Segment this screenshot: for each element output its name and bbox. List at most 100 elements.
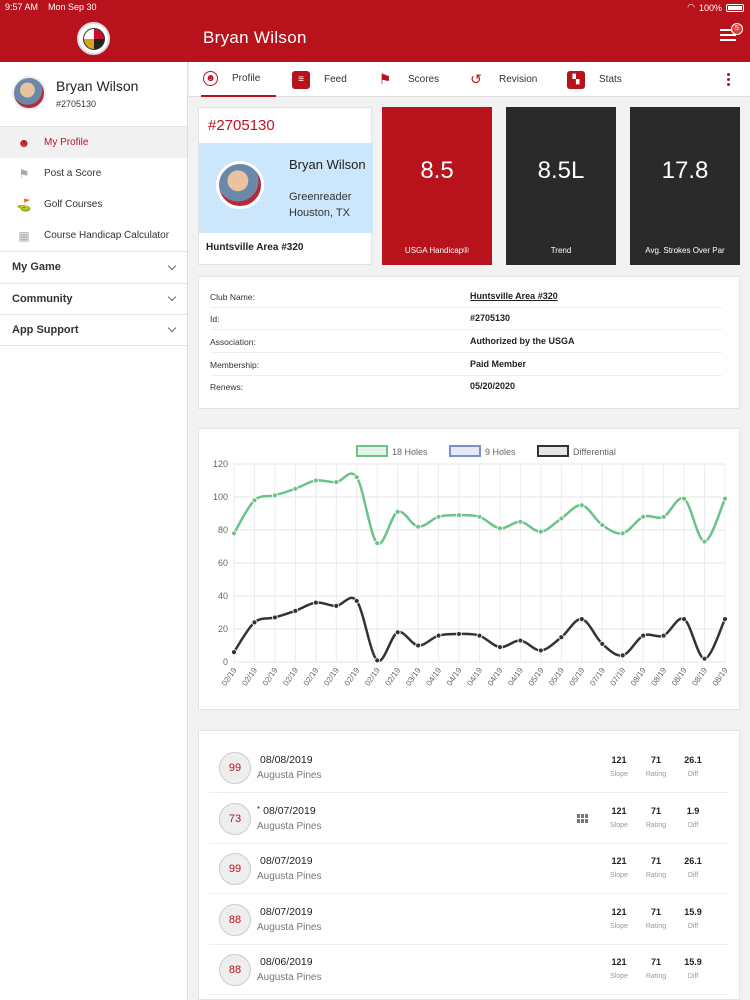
chevron-down-icon [167,261,177,270]
sidebar-profile[interactable]: Bryan Wilson #2705130 [0,62,187,127]
data-point [681,616,687,623]
score-diff: 1.9 Diff [686,805,700,829]
score-rating: 71 Rating [645,805,667,829]
score-row[interactable]: 99 08/08/2019 Augusta Pines 121 Slope 71 Ratin… [209,743,729,793]
x-tick-label: 04/19 [465,666,484,688]
data-point [312,477,319,484]
score-row[interactable]: 73 * 08/07/2019 Augusta Pines 121 Slope 71 Rati… [209,794,729,844]
data-point [517,518,524,525]
stat-avg-strokes-over-par[interactable]: 17.8 Avg. Strokes Over Par [630,107,740,265]
score-history-chart-card: 0 20 40 60 80 100 120 02/19 02/19 02/19 02/19 02/19… [198,428,740,710]
sidebar-item-label: My Profile [44,137,89,148]
data-point [619,530,626,537]
detail-row-id: Id: #2705130 [210,308,722,330]
score-date: * 08/07/2019 [257,804,316,817]
score-row[interactable]: 88 08/06/2019 Augusta Pines 121 Slope 71 Ratin… [209,945,729,995]
stat-usga-handicap[interactable]: 8.5 USGA Handicap® [382,107,492,265]
sidebar-item-post-score[interactable]: ⚑ Post a Score [0,158,187,189]
x-tick-label: 02/19 [363,666,382,688]
recent-scores-list: 99 08/08/2019 Augusta Pines 121 Slope 71 Ratin… [198,730,740,1000]
status-time: 9:57 AM [5,2,39,12]
hole-by-hole-grid-icon[interactable] [577,813,589,823]
stat-value: 17.8 [661,157,709,184]
x-tick-label: 08/19 [649,666,668,688]
stat-trend[interactable]: 8.5L Trend [506,107,616,265]
stat-value: 8.5L [537,157,585,184]
sidebar-group-my-game[interactable]: My Game [0,251,187,283]
membership-details: Club Name: Huntsville Area #320 Id: #270… [198,276,740,409]
data-point [517,637,524,644]
battery-percent: 100% [698,2,722,13]
score-bubble: 88 [219,954,251,986]
profile-city: Houston, TX [289,207,350,219]
data-point [558,634,565,641]
tab-stats[interactable]: ▚ Stats [567,62,622,97]
data-point [681,495,687,502]
data-point [415,523,422,530]
score-diff: 15.9 Diff [684,906,702,930]
score-row[interactable]: 99 08/07/2019 Augusta Pines 121 Slope 71 Ratin… [209,844,729,894]
data-point [537,528,544,535]
profile-club: Huntsville Area #320 [206,242,304,253]
data-point [272,614,278,621]
more-options-icon[interactable] [727,73,730,88]
score-rating: 71 Rating [645,957,667,980]
y-tick-label: 60 [218,558,228,568]
score-row[interactable]: 88 08/07/2019 Augusta Pines 121 Slope 71 Ratin… [209,895,729,945]
x-tick-label: 02/19 [322,666,341,688]
sidebar-group-community[interactable]: Community [0,282,187,315]
tab-profile[interactable]: ☻ Profile [201,62,276,97]
association-logo[interactable] [77,22,110,55]
data-point [619,652,626,659]
tab-revision[interactable]: ↺ Revision [467,62,537,97]
data-point [394,508,401,515]
y-tick-label: 20 [218,624,228,634]
data-point [456,631,462,637]
data-point [578,502,585,509]
tab-scores[interactable]: ⚑ Scores [376,62,439,97]
calculator-icon: ▦ [18,228,30,243]
chevron-down-icon [167,324,177,333]
score-slope: 121 Slope [610,957,628,980]
data-point [374,657,381,664]
tab-feed[interactable]: ≡ Feed [292,62,347,97]
page-title: Bryan Wilson [203,28,307,47]
data-point [660,632,667,639]
sidebar-item-golf-courses[interactable]: ⛳ Golf Courses [0,189,187,220]
x-tick-label: 04/19 [506,666,525,688]
data-point [701,538,708,545]
x-tick-label: 02/19 [220,666,239,688]
ghin-number: #2705130 [208,117,275,134]
profile-icon: ☻ [17,135,31,150]
sidebar-group-app-support[interactable]: App Support [0,314,187,346]
data-point [251,619,258,626]
legend-label: 9 Holes [485,447,516,457]
score-course: Augusta Pines [257,820,322,832]
score-star: * [257,804,261,814]
data-point [476,632,483,639]
detail-row-association: Association: Authorized by the USGA [210,331,722,353]
profile-name: Bryan Wilson [289,157,366,172]
sidebar-item-label: Post a Score [44,168,102,179]
data-point [231,649,237,656]
score-slope: 121 Slope [610,805,628,829]
stats-icon: ▚ [567,70,585,89]
data-point [722,495,728,502]
legend-label: Differential [573,447,616,457]
data-point [312,599,319,606]
score-bubble: 88 [219,903,251,936]
data-point [333,479,340,486]
club-name-link[interactable]: Huntsville Area #320 [470,291,558,301]
sidebar-item-my-profile[interactable]: ☻ My Profile [0,127,187,158]
x-tick-label: 07/19 [608,666,627,688]
notification-badge: 5 [731,23,743,35]
detail-row-club-name: Club Name: Huntsville Area #320 [210,286,722,308]
x-tick-label: 08/19 [670,666,689,688]
hamburger-menu-icon[interactable] [720,29,736,43]
legend-swatch [356,445,388,457]
data-point [251,497,258,504]
sidebar-item-handicap-calculator[interactable]: ▦ Course Handicap Calculator [0,220,187,251]
data-point [374,540,381,547]
x-tick-label: 02/19 [281,666,300,688]
data-point [497,644,503,651]
